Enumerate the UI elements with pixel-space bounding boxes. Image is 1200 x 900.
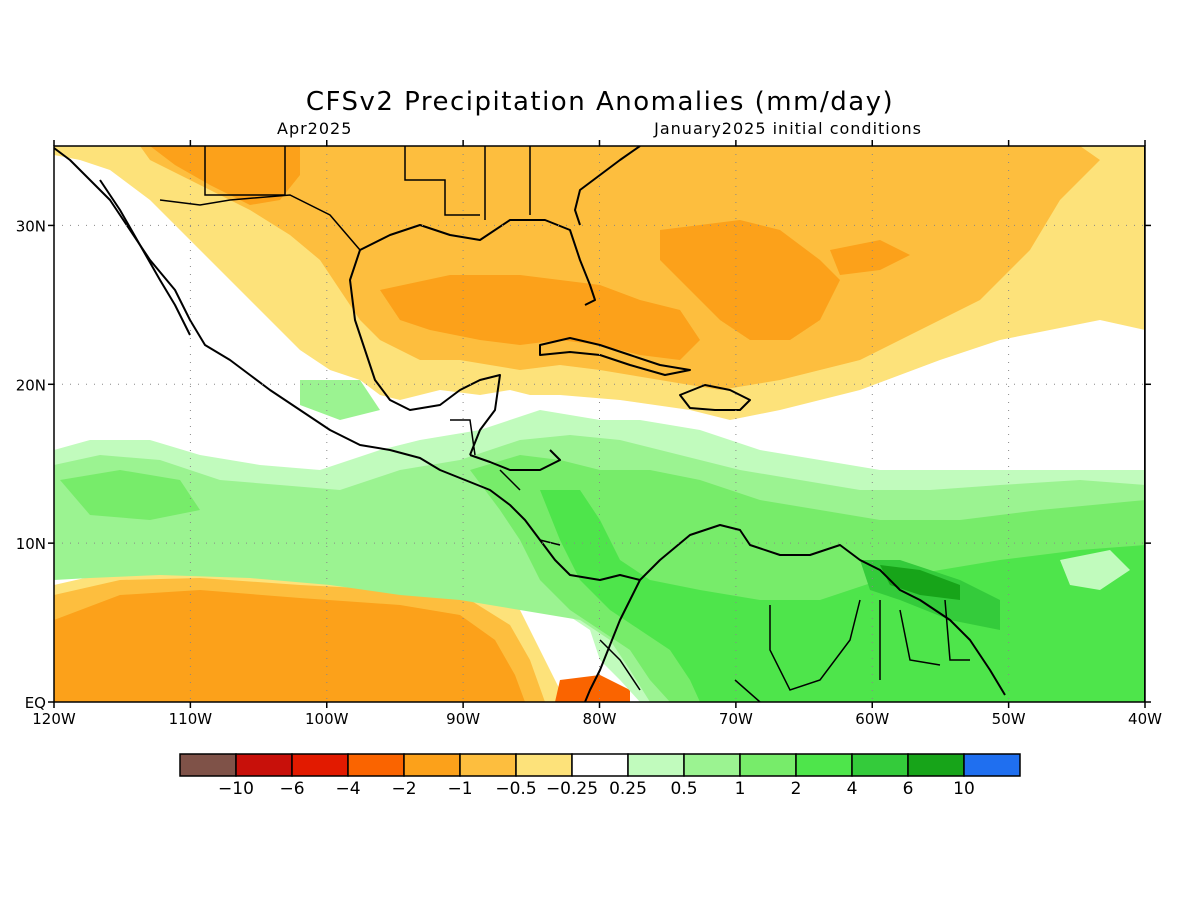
colorbar-swatch	[235, 753, 293, 777]
coastlines	[54, 146, 1145, 702]
colorbar-labels: −10 −6 −4 −2 −1 −0.5 −0.25 0.25 0.5 1 2 4 6 10	[218, 779, 975, 799]
colorbar-swatch	[851, 753, 909, 777]
x-tick-label: 70W	[719, 710, 753, 728]
y-tick-label: 30N	[16, 217, 46, 235]
x-tick-label: 50W	[992, 710, 1026, 728]
colorbar-swatch	[627, 753, 685, 777]
longitude-axis: 120W 110W 100W 90W 80W 70W 60W 50W 40W	[32, 140, 1162, 728]
x-tick-label: 80W	[583, 710, 617, 728]
colorbar-swatch	[515, 753, 573, 777]
forecast-month: Apr2025	[277, 119, 352, 138]
colorbar-label: 0.25	[609, 779, 647, 799]
y-tick-label: 20N	[16, 376, 46, 394]
colorbar-label: 0.5	[670, 779, 697, 799]
colorbar-label: 2	[791, 779, 802, 799]
initial-conditions-label: January2025 initial conditions	[653, 119, 922, 138]
colorbar-label: −0.5	[495, 779, 536, 799]
x-tick-label: 90W	[446, 710, 480, 728]
colorbar-label: 1	[735, 779, 746, 799]
x-tick-label: 40W	[1128, 710, 1162, 728]
colorbar-label: −6	[279, 779, 304, 799]
colorbar-legend	[179, 753, 1021, 777]
colorbar-swatch	[459, 753, 517, 777]
latitude-axis: EQ 10N 20N 30N	[16, 217, 1151, 712]
colorbar-label: 6	[903, 779, 914, 799]
colorbar-swatch	[907, 753, 965, 777]
colorbar-label: −1	[447, 779, 472, 799]
dry-anomaly-region-southwest	[54, 565, 630, 702]
colorbar-label: −4	[335, 779, 360, 799]
x-tick-label: 120W	[32, 710, 76, 728]
map-title: CFSv2 Precipitation Anomalies (mm/day)	[306, 87, 894, 117]
colorbar-label: −2	[391, 779, 416, 799]
x-tick-label: 110W	[169, 710, 213, 728]
x-tick-label: 100W	[305, 710, 349, 728]
colorbar-swatch	[963, 753, 1021, 777]
colorbar-label: 4	[847, 779, 858, 799]
y-tick-label: EQ	[25, 694, 46, 712]
colorbar-swatch	[179, 753, 237, 777]
colorbar-swatch	[347, 753, 405, 777]
political-boundaries	[159, 146, 970, 702]
colorbar-label: −0.25	[546, 779, 598, 799]
map-area	[54, 146, 1145, 702]
colorbar-swatch	[291, 753, 349, 777]
colorbar-label: −10	[218, 779, 254, 799]
colorbar-swatch	[571, 753, 629, 777]
colorbar-swatch	[683, 753, 741, 777]
colorbar-swatch	[403, 753, 461, 777]
colorbar-swatch	[739, 753, 797, 777]
colorbar-swatch	[795, 753, 853, 777]
y-tick-label: 10N	[16, 535, 46, 553]
x-tick-label: 60W	[855, 710, 889, 728]
colorbar-label: 10	[953, 779, 975, 799]
